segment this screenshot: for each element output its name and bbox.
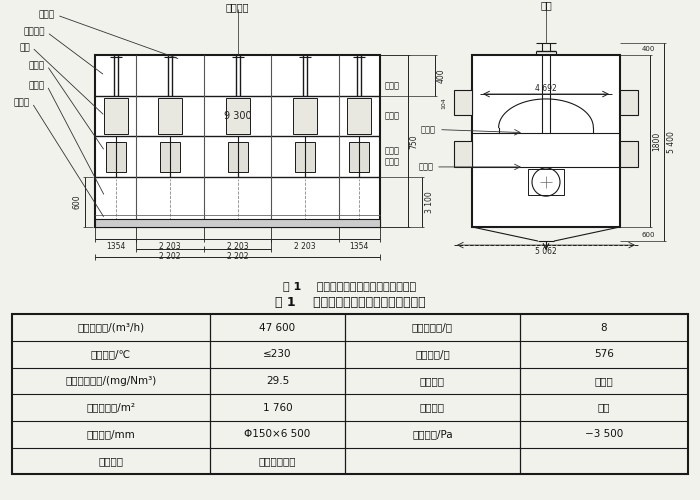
Bar bbox=[620, 90, 638, 116]
Text: 出风道: 出风道 bbox=[385, 112, 400, 120]
Text: 袋室: 袋室 bbox=[20, 43, 30, 52]
Text: 中隔板: 中隔板 bbox=[421, 125, 436, 134]
Text: 104: 104 bbox=[441, 98, 446, 110]
Text: 滤袋材质: 滤袋材质 bbox=[99, 456, 123, 466]
Bar bbox=[95, 56, 380, 227]
Text: 反吹风机: 反吹风机 bbox=[225, 2, 249, 12]
Text: 400: 400 bbox=[642, 46, 655, 52]
Bar bbox=[454, 141, 472, 167]
Text: 提升阀: 提升阀 bbox=[39, 10, 55, 20]
Text: 5 062: 5 062 bbox=[535, 246, 557, 256]
Bar bbox=[158, 98, 182, 134]
Text: 内滤: 内滤 bbox=[598, 402, 610, 412]
Text: 出气口: 出气口 bbox=[385, 81, 400, 90]
Text: −3 500: −3 500 bbox=[585, 430, 623, 440]
Text: 400: 400 bbox=[437, 68, 445, 83]
Bar bbox=[104, 98, 127, 134]
Text: 中隔板: 中隔板 bbox=[385, 147, 400, 156]
Bar bbox=[620, 141, 638, 167]
Text: 600: 600 bbox=[642, 232, 655, 238]
Text: 进风道: 进风道 bbox=[29, 81, 45, 90]
Text: 47 600: 47 600 bbox=[260, 322, 295, 332]
Text: 2 203: 2 203 bbox=[160, 242, 181, 250]
Bar bbox=[349, 142, 370, 172]
Bar bbox=[12, 314, 688, 474]
Bar bbox=[295, 142, 315, 172]
Text: 1354: 1354 bbox=[106, 242, 125, 250]
Text: 图 1    改造后的烘干机袋除尘器结构示意: 图 1 改造后的烘干机袋除尘器结构示意 bbox=[284, 282, 416, 292]
Text: 滤袋: 滤袋 bbox=[540, 0, 552, 10]
Text: 2 203: 2 203 bbox=[294, 242, 316, 250]
Text: 29.5: 29.5 bbox=[266, 376, 289, 386]
Text: 允许耐压/Pa: 允许耐压/Pa bbox=[412, 430, 453, 440]
Bar bbox=[472, 56, 620, 227]
Bar bbox=[106, 142, 126, 172]
Text: 检修门: 检修门 bbox=[29, 61, 45, 70]
Text: 8: 8 bbox=[601, 322, 608, 332]
Text: 1 760: 1 760 bbox=[262, 402, 293, 412]
Bar bbox=[454, 90, 472, 116]
Text: 滤袋数量/条: 滤袋数量/条 bbox=[415, 350, 450, 360]
Text: 750: 750 bbox=[410, 134, 419, 148]
Text: 清灰方式: 清灰方式 bbox=[420, 376, 445, 386]
Text: ≤230: ≤230 bbox=[263, 350, 292, 360]
Text: 1800: 1800 bbox=[652, 132, 662, 151]
Text: Φ150×6 500: Φ150×6 500 bbox=[244, 430, 311, 440]
Text: 出口排放浓度/(mg/Nm³): 出口排放浓度/(mg/Nm³) bbox=[65, 376, 157, 386]
Text: 总过滤面积/m²: 总过滤面积/m² bbox=[87, 402, 136, 412]
Text: 2 202: 2 202 bbox=[160, 252, 181, 260]
Text: 处理烟气量/(m³/h): 处理烟气量/(m³/h) bbox=[78, 322, 145, 332]
Text: 过滤方式: 过滤方式 bbox=[420, 402, 445, 412]
Text: 表 1    改造后烘干机袋除尘器的技术参数: 表 1 改造后烘干机袋除尘器的技术参数 bbox=[274, 296, 426, 309]
Bar bbox=[347, 98, 371, 134]
Bar bbox=[160, 142, 180, 172]
Bar bbox=[95, 219, 380, 227]
Text: 1354: 1354 bbox=[349, 242, 369, 250]
Text: 室隔板: 室隔板 bbox=[385, 157, 400, 166]
Text: 反吹风道: 反吹风道 bbox=[24, 28, 45, 37]
Text: 2 203: 2 203 bbox=[227, 242, 248, 250]
Text: 烟气温度/℃: 烟气温度/℃ bbox=[91, 350, 131, 360]
Text: 576: 576 bbox=[594, 350, 614, 360]
Text: 4 692: 4 692 bbox=[535, 84, 557, 92]
Bar bbox=[225, 98, 249, 134]
Text: 滤袋规格/mm: 滤袋规格/mm bbox=[87, 430, 135, 440]
Bar bbox=[95, 56, 380, 227]
Text: 5 400: 5 400 bbox=[666, 132, 676, 153]
Text: 600: 600 bbox=[73, 194, 81, 209]
Text: 2 202: 2 202 bbox=[227, 252, 248, 260]
Bar bbox=[528, 169, 564, 195]
Text: 除尘器室数/个: 除尘器室数/个 bbox=[412, 322, 453, 332]
Text: 室隔板: 室隔板 bbox=[419, 162, 434, 172]
Text: 反吹风: 反吹风 bbox=[594, 376, 613, 386]
Text: 9 300: 9 300 bbox=[224, 111, 251, 121]
Bar bbox=[293, 98, 317, 134]
Text: 玻纤覆膜滤布: 玻纤覆膜滤布 bbox=[259, 456, 296, 466]
Text: 3 100: 3 100 bbox=[424, 191, 433, 212]
Text: 进气口: 进气口 bbox=[14, 98, 30, 108]
Bar bbox=[472, 56, 620, 227]
Bar bbox=[228, 142, 248, 172]
